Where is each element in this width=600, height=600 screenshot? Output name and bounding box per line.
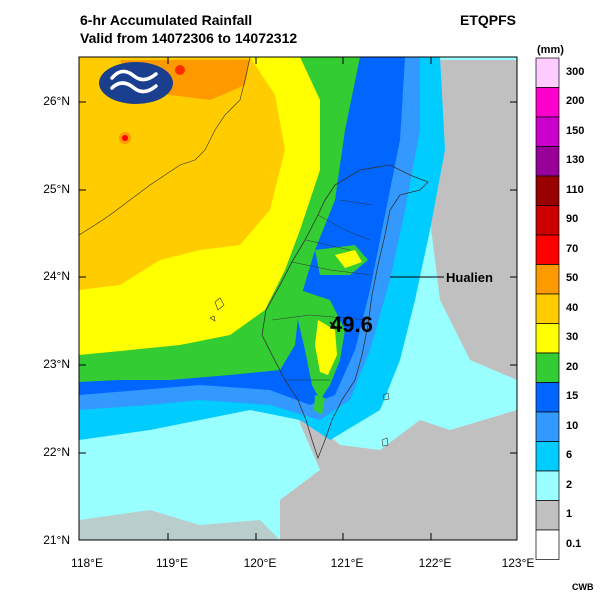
legend-swatch-200 <box>535 87 560 118</box>
lon-label-119: 119°E <box>156 556 188 570</box>
legend-swatch-6 <box>535 441 560 472</box>
legend-label-30: 30 <box>566 331 579 344</box>
hualien-label: Hualien <box>446 270 493 285</box>
legend-swatch-20 <box>535 352 560 383</box>
legend-label-200: 200 <box>566 95 585 108</box>
legend-label-40: 40 <box>566 301 579 314</box>
legend-swatch-150 <box>535 116 560 147</box>
lat-label-21: 21°N <box>43 533 70 547</box>
legend-label-150: 150 <box>566 124 585 137</box>
legend-label-6: 6 <box>566 449 573 462</box>
legend-swatch-15 <box>535 382 560 413</box>
lon-label-123: 123°E <box>501 556 535 570</box>
valid-period: Valid from 14072306 to 14072312 <box>80 30 298 46</box>
lon-label-120: 120°E <box>243 556 277 570</box>
legend-label-10: 10 <box>566 419 579 432</box>
lat-label-22: 22°N <box>43 445 70 459</box>
legend-label-130: 130 <box>566 154 585 167</box>
chart-title: 6-hr Accumulated Rainfall <box>80 12 253 28</box>
lat-label-26: 26°N <box>43 94 70 108</box>
legend-swatch-0.1 <box>535 529 560 560</box>
legend-swatch-2 <box>535 470 560 501</box>
cwb-logo-icon <box>99 62 173 104</box>
legend-swatch-130 <box>535 146 560 177</box>
legend-swatch-70 <box>535 234 560 265</box>
legend-label-70: 70 <box>566 242 579 255</box>
legend-swatch-90 <box>535 205 560 236</box>
legend-label-15: 15 <box>566 390 579 403</box>
legend-label-110: 110 <box>566 183 584 196</box>
lat-label-23: 23°N <box>43 357 70 371</box>
legend-label-1: 1 <box>566 508 573 521</box>
credit-label: CWB <box>572 582 594 592</box>
lon-label-121: 121°E <box>330 556 364 570</box>
lon-label-122: 122°E <box>418 556 452 570</box>
lon-label-118: 118°E <box>71 556 103 570</box>
legend-label-0.1: 0.1 <box>566 537 582 550</box>
lat-label-24: 24°N <box>43 269 70 283</box>
model-name: ETQPFS <box>460 12 517 28</box>
legend-unit: (mm) <box>537 44 564 56</box>
legend-label-2: 2 <box>566 478 573 491</box>
legend-label-20: 20 <box>566 360 579 373</box>
legend-swatch-300 <box>535 57 560 88</box>
legend-swatch-110 <box>535 175 560 206</box>
lat-label-25: 25°N <box>43 182 70 196</box>
legend-swatch-50 <box>535 264 560 295</box>
legend-swatch-30 <box>535 323 560 354</box>
max-rainfall-label: 49.6 <box>330 312 373 337</box>
legend-swatch-1 <box>535 500 560 531</box>
legend-swatch-10 <box>535 411 560 442</box>
legend-label-300: 300 <box>566 65 585 78</box>
legend-label-90: 90 <box>566 213 579 226</box>
legend-swatch-40 <box>535 293 560 324</box>
legend-label-50: 50 <box>566 272 579 285</box>
